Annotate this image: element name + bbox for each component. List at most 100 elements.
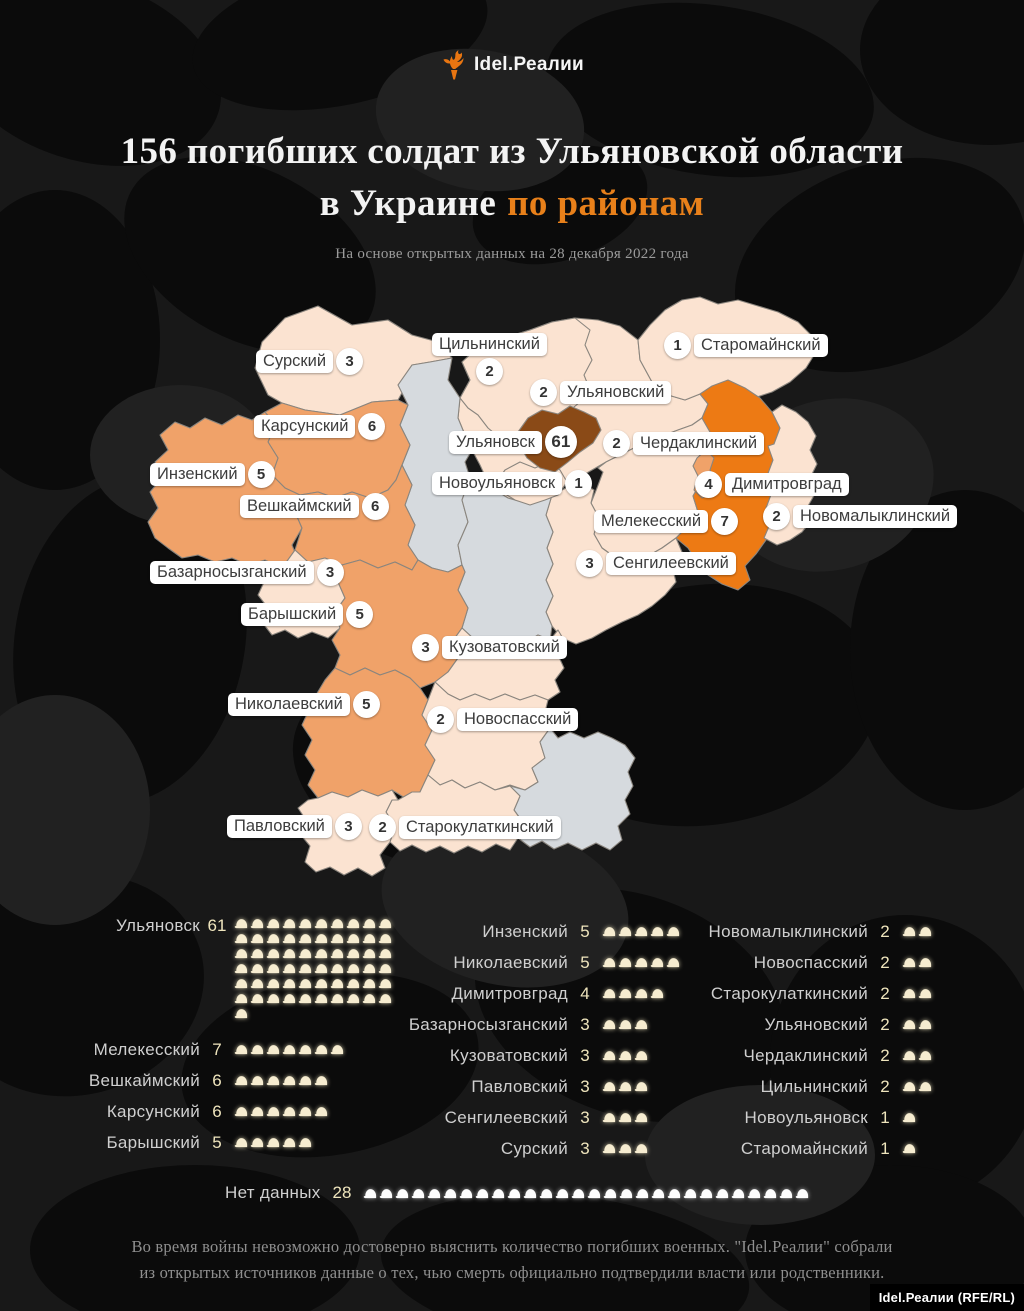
list-row: Чердаклинский 2 [690,1040,932,1071]
list-row-helmets [234,1106,328,1117]
district-nikolaevskiy [301,667,436,799]
helmet-icon [298,1106,312,1117]
helmet-icon [314,933,328,944]
helmet-icon [266,1106,280,1117]
helmet-icon [571,1188,585,1199]
list-row-label: Цильнинский [760,1076,868,1096]
list-row-label: Кузоватовский [449,1045,568,1065]
district-novospasskiy [421,681,551,791]
helmet-icon [602,926,616,937]
list-row-count: 5 [580,952,590,972]
list-row-helmets [602,957,680,968]
brand-name: Idel.Реалии [473,54,585,75]
helmet-icon [602,1050,616,1061]
list-row-count: 5 [212,1132,222,1152]
helmet-icon [731,1188,745,1199]
helmet-icon [298,918,312,929]
helmet-icon [266,948,280,959]
helmet-icon [282,918,296,929]
helmet-icon [330,933,344,944]
title-plain: в Украине [319,183,497,224]
list-row-label: Карсунский [106,1101,200,1121]
list-row: Вешкаймский 6 [28,1065,397,1096]
list-row-label: Ульяновский [764,1014,868,1034]
helmet-icon [523,1188,537,1199]
list-row-label: Старокулаткинский [710,983,868,1003]
list-row-count: 6 [212,1101,222,1121]
helmet-icon [715,1188,729,1199]
helmet-icon [282,993,296,1004]
helmet-icon [618,1050,632,1061]
list-row-label: Новоульяновск [744,1107,868,1127]
helmet-icon [618,1112,632,1123]
list-row-helmets [234,1075,328,1086]
helmet-icon [314,1044,328,1055]
helmet-icon [362,963,376,974]
helmet-icon [634,1143,648,1154]
list-row-label: Старомайнский [740,1138,868,1158]
helmet-icon [346,933,360,944]
helmet-icon [602,1143,616,1154]
title-accent: по районам [507,183,705,224]
helmet-icon [266,978,280,989]
helmet-icon [362,993,376,1004]
list-row: Новомалыклинский 2 [690,916,932,947]
helmet-icon [330,993,344,1004]
list-row-count: 2 [880,952,890,972]
helmet-icon [250,1137,264,1148]
helmet-icon [314,1075,328,1086]
list-row-count: 6 [212,1070,222,1090]
list-row: Ульяновский 2 [690,1009,932,1040]
helmet-icon [234,1137,248,1148]
helmet-icon [298,963,312,974]
no-data-row: Нет данных 28 [225,1183,809,1203]
list-row-count: 2 [880,1045,890,1065]
list-row: Сурский 3 [400,1133,680,1164]
list-row: Кузоватовский 3 [400,1040,680,1071]
helmet-icon [918,926,932,937]
helmet-icon [902,988,916,999]
list-row-helmets [902,988,932,999]
helmet-icon [266,918,280,929]
district-pavlovskiy [297,789,399,877]
list-row-label: Чердаклинский [743,1045,868,1065]
list-row-label: Николаевский [453,952,568,972]
list-row-helmets [602,1019,648,1030]
helmet-icon [602,1081,616,1092]
helmet-icon [298,993,312,1004]
helmet-icon [298,933,312,944]
helmet-icon [330,978,344,989]
helmet-icon [378,963,392,974]
helmet-icon [234,1044,248,1055]
helmet-icon [363,1188,377,1199]
helmet-icon [443,1188,457,1199]
helmet-icon [314,993,328,1004]
helmet-icon [330,948,344,959]
helmet-icon [266,933,280,944]
list-row-helmets [234,916,397,1021]
helmet-icon [234,918,248,929]
helmet-icon [250,918,264,929]
helmet-icon [330,1044,344,1055]
list-row-helmets [234,1137,312,1148]
list-row-count: 2 [880,983,890,1003]
helmet-icon [298,1044,312,1055]
helmet-icon [282,1075,296,1086]
list-row-helmets [602,988,664,999]
list-row-label: Новоспасский [753,952,868,972]
helmet-icon [234,993,248,1004]
helmet-icon [411,1188,425,1199]
helmet-icon [314,1106,328,1117]
helmet-icon [795,1188,809,1199]
list-row-label: Сурский [500,1138,568,1158]
list-row-label: Сенгилеевский [444,1107,568,1127]
helmet-icon [234,1106,248,1117]
list-row-count: 1 [880,1107,890,1127]
list-row: Павловский 3 [400,1071,680,1102]
helmet-icon [346,993,360,1004]
helmet-icon [282,1044,296,1055]
helmet-icon [362,918,376,929]
list-row-label: Димитровград [451,983,568,1003]
helmet-icon [378,918,392,929]
